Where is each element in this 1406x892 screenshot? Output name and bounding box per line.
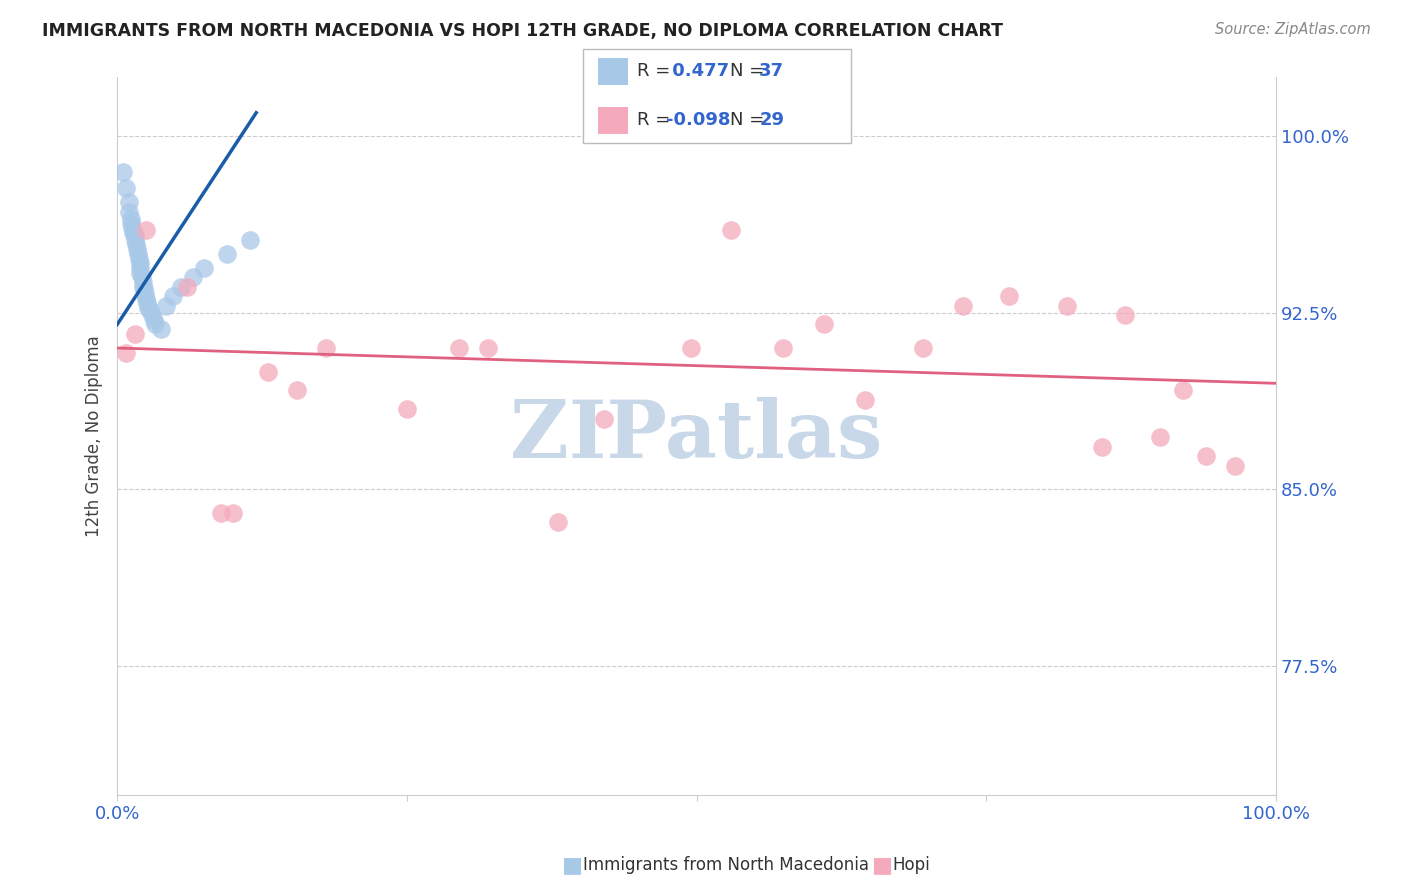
Point	[134, 286, 156, 301]
Text: ■: ■	[872, 855, 893, 875]
Text: 0.477: 0.477	[666, 62, 730, 80]
Point	[217, 247, 239, 261]
Point	[176, 280, 198, 294]
Point	[679, 341, 702, 355]
Point	[138, 301, 160, 315]
Point	[118, 195, 141, 210]
Point	[1195, 449, 1218, 463]
Point	[998, 289, 1021, 303]
Point	[131, 275, 153, 289]
Point	[127, 247, 149, 261]
Point	[1056, 299, 1078, 313]
Text: IMMIGRANTS FROM NORTH MACEDONIA VS HOPI 12TH GRADE, NO DIPLOMA CORRELATION CHART: IMMIGRANTS FROM NORTH MACEDONIA VS HOPI …	[42, 22, 1002, 40]
Point	[122, 226, 145, 240]
Text: Source: ZipAtlas.com: Source: ZipAtlas.com	[1215, 22, 1371, 37]
Text: ZIPatlas: ZIPatlas	[510, 397, 883, 475]
Point	[120, 211, 142, 226]
Point	[170, 280, 193, 294]
Point	[772, 341, 794, 355]
Point	[211, 506, 233, 520]
Point	[813, 318, 835, 332]
Text: Immigrants from North Macedonia: Immigrants from North Macedonia	[583, 856, 869, 874]
Point	[222, 506, 245, 520]
Y-axis label: 12th Grade, No Diploma: 12th Grade, No Diploma	[86, 335, 103, 537]
Point	[853, 392, 876, 407]
Point	[124, 233, 146, 247]
Point	[155, 299, 177, 313]
Point	[111, 164, 134, 178]
Point	[193, 260, 215, 275]
Point	[447, 341, 470, 355]
Point	[592, 411, 614, 425]
Point	[143, 313, 166, 327]
Point	[128, 252, 150, 266]
Point	[150, 322, 173, 336]
Point	[141, 308, 163, 322]
Point	[124, 228, 146, 243]
Point	[125, 242, 148, 256]
Point	[1225, 458, 1247, 473]
Point	[136, 296, 159, 310]
Point	[118, 204, 141, 219]
Point	[135, 223, 157, 237]
Point	[129, 266, 152, 280]
Text: Hopi: Hopi	[893, 856, 931, 874]
Point	[125, 237, 148, 252]
Point	[285, 384, 308, 398]
Point	[115, 345, 138, 359]
Point	[547, 515, 569, 529]
Point	[315, 341, 337, 355]
Point	[1114, 308, 1136, 322]
Point	[129, 256, 152, 270]
Text: -0.098: -0.098	[666, 112, 731, 129]
Point	[911, 341, 934, 355]
Point	[1091, 440, 1114, 454]
Point	[256, 365, 278, 379]
Point	[239, 233, 262, 247]
Text: N =: N =	[730, 62, 769, 80]
Point	[131, 280, 153, 294]
Point	[129, 260, 152, 275]
Text: R =: R =	[637, 62, 676, 80]
Point	[145, 318, 167, 332]
Point	[124, 326, 146, 341]
Point	[115, 181, 138, 195]
Point	[120, 216, 142, 230]
Point	[121, 221, 143, 235]
Point	[135, 292, 157, 306]
Point	[952, 299, 974, 313]
Text: ■: ■	[562, 855, 583, 875]
Point	[138, 303, 160, 318]
Point	[720, 223, 742, 237]
Point	[131, 270, 153, 285]
Point	[1149, 430, 1171, 444]
Point	[477, 341, 499, 355]
Text: R =: R =	[637, 112, 676, 129]
Point	[162, 289, 184, 303]
Point	[395, 402, 418, 417]
Point	[181, 270, 204, 285]
Text: 29: 29	[759, 112, 785, 129]
Point	[132, 282, 155, 296]
Point	[1173, 384, 1195, 398]
Text: N =: N =	[730, 112, 769, 129]
Text: 37: 37	[759, 62, 785, 80]
